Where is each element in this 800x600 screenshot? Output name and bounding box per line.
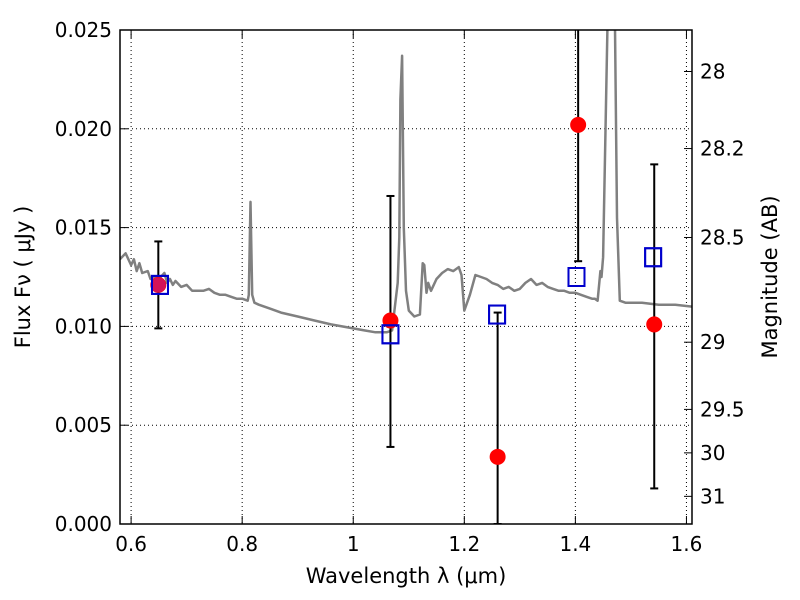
- model-square-outline: [644, 247, 663, 268]
- right-tick-label: 31: [700, 484, 725, 508]
- model-square-outline: [150, 274, 169, 295]
- model-square-outline: [381, 324, 400, 345]
- y-axis-label: Flux Fν ( μJy ): [11, 206, 35, 349]
- x-tick-label: 0.8: [226, 532, 258, 556]
- model-square-point: [567, 267, 586, 287]
- model-square-outline: [567, 267, 586, 287]
- model-square-outline: [488, 304, 507, 325]
- x-tick-label: 1: [347, 532, 360, 556]
- right-tick-label: 29: [700, 330, 725, 354]
- y-tick-label: 0.015: [55, 216, 112, 240]
- right-tick-label: 28.5: [700, 225, 745, 249]
- photometry-point: [489, 448, 506, 465]
- plot-frame: [119, 29, 693, 525]
- x-tick-label: 0.6: [115, 532, 147, 556]
- overlap-point: [150, 277, 166, 293]
- model-square-point: [644, 247, 663, 268]
- y-tick-label: 0.005: [55, 413, 112, 437]
- x-axis-label: Wavelength λ (μm): [306, 564, 507, 588]
- right-tick-label: 28: [700, 59, 725, 83]
- x-tick-label: 1.4: [559, 532, 591, 556]
- photometry-point: [382, 312, 399, 329]
- y-tick-label: 0.020: [55, 117, 112, 141]
- y-tick-label: 0.000: [55, 512, 112, 536]
- right-tick-label: 28.2: [700, 137, 745, 161]
- photometry-point: [570, 116, 587, 133]
- spectrum-line: [120, 30, 692, 334]
- right-tick-label: 30: [700, 441, 725, 465]
- photometry-point: [646, 316, 663, 333]
- right-tick-label: 29.5: [700, 397, 745, 421]
- axis-ticks: 0.6 0.8 1 1.2 1.4 1.6 0.000 0.005 0.010 0.015 0.02…: [55, 18, 745, 556]
- x-tick-label: 1.2: [448, 532, 480, 556]
- right-axis-label: Magnitude (AB): [758, 195, 782, 358]
- y-tick-label: 0.025: [55, 18, 112, 42]
- x-tick-label: 1.6: [671, 532, 703, 556]
- y-tick-label: 0.010: [55, 314, 112, 338]
- plot-area: [120, 30, 692, 524]
